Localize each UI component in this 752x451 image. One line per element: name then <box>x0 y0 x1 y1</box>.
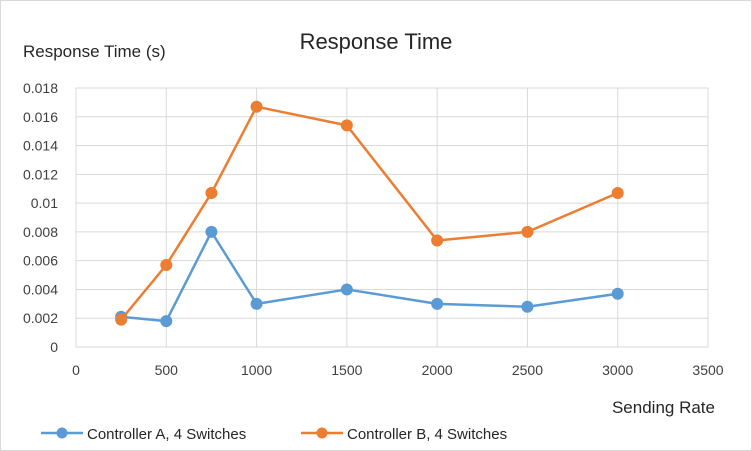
x-tick-label: 3500 <box>692 362 723 378</box>
x-tick-label: 500 <box>155 362 179 378</box>
x-tick-label: 1500 <box>331 362 362 378</box>
series-line-2 <box>120 105 619 321</box>
y-tick-label: 0.018 <box>23 80 58 96</box>
y-tick-label: 0.004 <box>23 281 58 297</box>
x-axis-title: Sending Rate <box>612 398 715 417</box>
series-1-point <box>521 300 534 313</box>
series-2-point <box>205 187 218 200</box>
y-tick-label: 0.016 <box>23 109 58 125</box>
y-tick-label: 0.014 <box>23 138 58 154</box>
y-axis-title: Response Time (s) <box>23 42 166 61</box>
legend-label-2: Controller B, 4 Switches <box>347 426 507 443</box>
y-tick-label: 0.008 <box>23 224 58 240</box>
x-tick-label: 0 <box>72 362 80 378</box>
series-group <box>115 100 624 328</box>
series-2-point <box>340 119 353 132</box>
legend: Controller A, 4 Switches Controller B, 4 … <box>41 426 507 443</box>
series-2-point <box>431 234 444 247</box>
gridlines <box>75 87 709 348</box>
series-2-point <box>521 225 534 238</box>
x-tick-label: 2000 <box>422 362 453 378</box>
y-tick-label: 0.006 <box>23 253 58 269</box>
series-2-point <box>611 187 624 200</box>
series-line-1 <box>121 230 618 323</box>
series-1-point <box>611 287 624 300</box>
legend-marker-1 <box>56 427 68 439</box>
series-2-point <box>115 313 128 326</box>
plot-area-border <box>75 87 709 348</box>
legend-marker-2 <box>316 427 328 439</box>
series-1-point <box>431 297 444 310</box>
x-tick-label: 2500 <box>512 362 543 378</box>
y-tick-labels: 0 0.002 0.004 0.006 0.008 0.01 0.012 0.014 0.016… <box>23 80 58 355</box>
series-1-point <box>205 225 218 238</box>
y-tick-label: 0.012 <box>23 166 58 182</box>
series-1-point <box>250 297 263 310</box>
series-1-point <box>160 315 173 328</box>
chart-title: Response Time <box>300 29 453 54</box>
y-tick-label: 0.01 <box>31 195 58 211</box>
x-tick-label: 1000 <box>241 362 272 378</box>
x-tick-label: 3000 <box>602 362 633 378</box>
x-tick-labels: 0 500 1000 1500 2000 2500 3000 3500 <box>72 362 724 378</box>
y-tick-label: 0 <box>50 339 58 355</box>
series-1-point <box>340 283 353 296</box>
y-tick-label: 0.002 <box>23 310 58 326</box>
legend-label-1: Controller A, 4 Switches <box>87 426 246 443</box>
series-2-point <box>160 258 173 271</box>
series-2-point <box>250 100 263 113</box>
